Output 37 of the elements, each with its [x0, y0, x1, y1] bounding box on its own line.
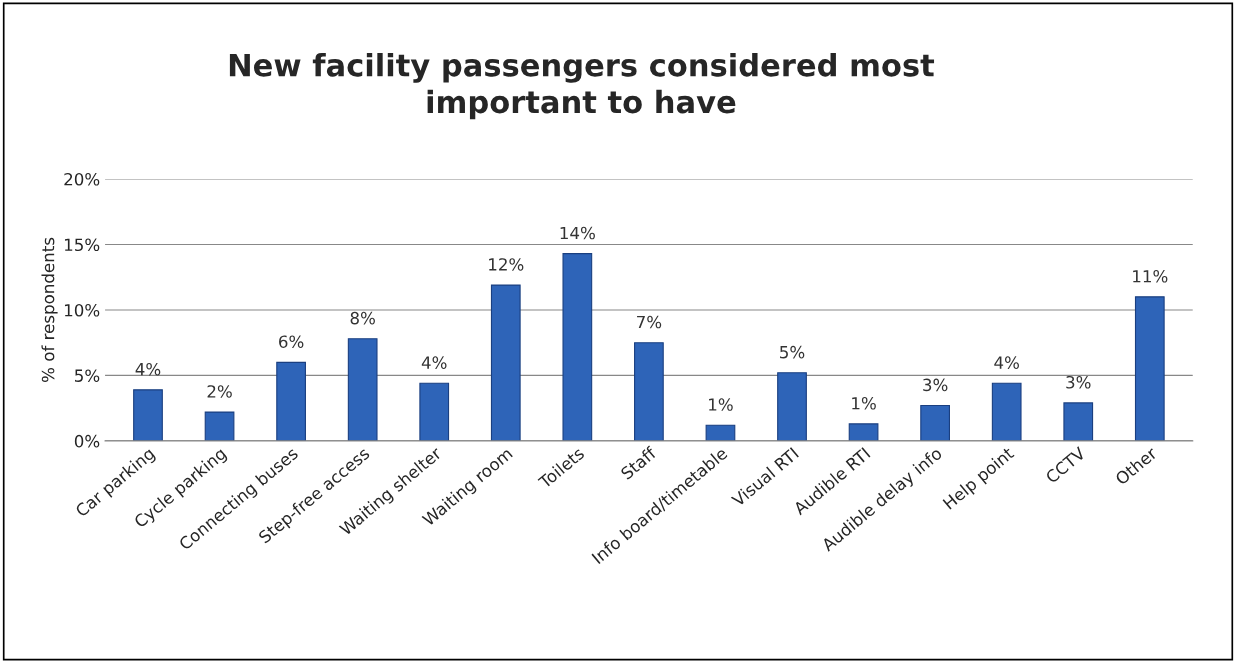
y-tick-label: 10%	[64, 303, 100, 317]
bar	[204, 411, 235, 441]
data-label: 12%	[489, 258, 524, 271]
bar	[490, 284, 521, 441]
bar	[634, 342, 664, 441]
data-label: 14%	[560, 226, 595, 240]
bar	[133, 389, 163, 441]
data-label: 4%	[421, 356, 447, 369]
y-tick-label: 15%	[64, 238, 100, 252]
y-tick-label: 0%	[74, 434, 100, 448]
bar	[347, 338, 378, 441]
bar	[920, 404, 950, 441]
bar	[419, 382, 450, 441]
data-label: 4%	[994, 356, 1019, 369]
bar	[1063, 402, 1094, 441]
bar	[1134, 296, 1165, 441]
bar	[991, 382, 1022, 441]
y-tick-label: 20%	[64, 172, 100, 186]
data-label: 2%	[207, 385, 232, 398]
data-label: 7%	[637, 315, 662, 329]
data-label: 5%	[780, 345, 805, 359]
data-label: 1%	[852, 396, 876, 410]
bar	[276, 361, 306, 441]
bar	[705, 424, 736, 441]
bar	[562, 253, 593, 441]
chart-title: New facility passengers considered most important to have	[229, 52, 935, 120]
y-tick-label: 5%	[75, 369, 100, 382]
data-label: 4%	[135, 362, 161, 376]
data-label: 3%	[1066, 375, 1091, 389]
data-label: 3%	[923, 378, 948, 392]
y-axis-title: % of respondents	[41, 237, 58, 382]
bar	[777, 372, 807, 441]
data-label: 1%	[709, 398, 733, 411]
data-label: 11%	[1133, 269, 1168, 283]
data-label: 6%	[279, 335, 304, 348]
data-label: 8%	[350, 311, 375, 325]
bar	[848, 423, 879, 441]
